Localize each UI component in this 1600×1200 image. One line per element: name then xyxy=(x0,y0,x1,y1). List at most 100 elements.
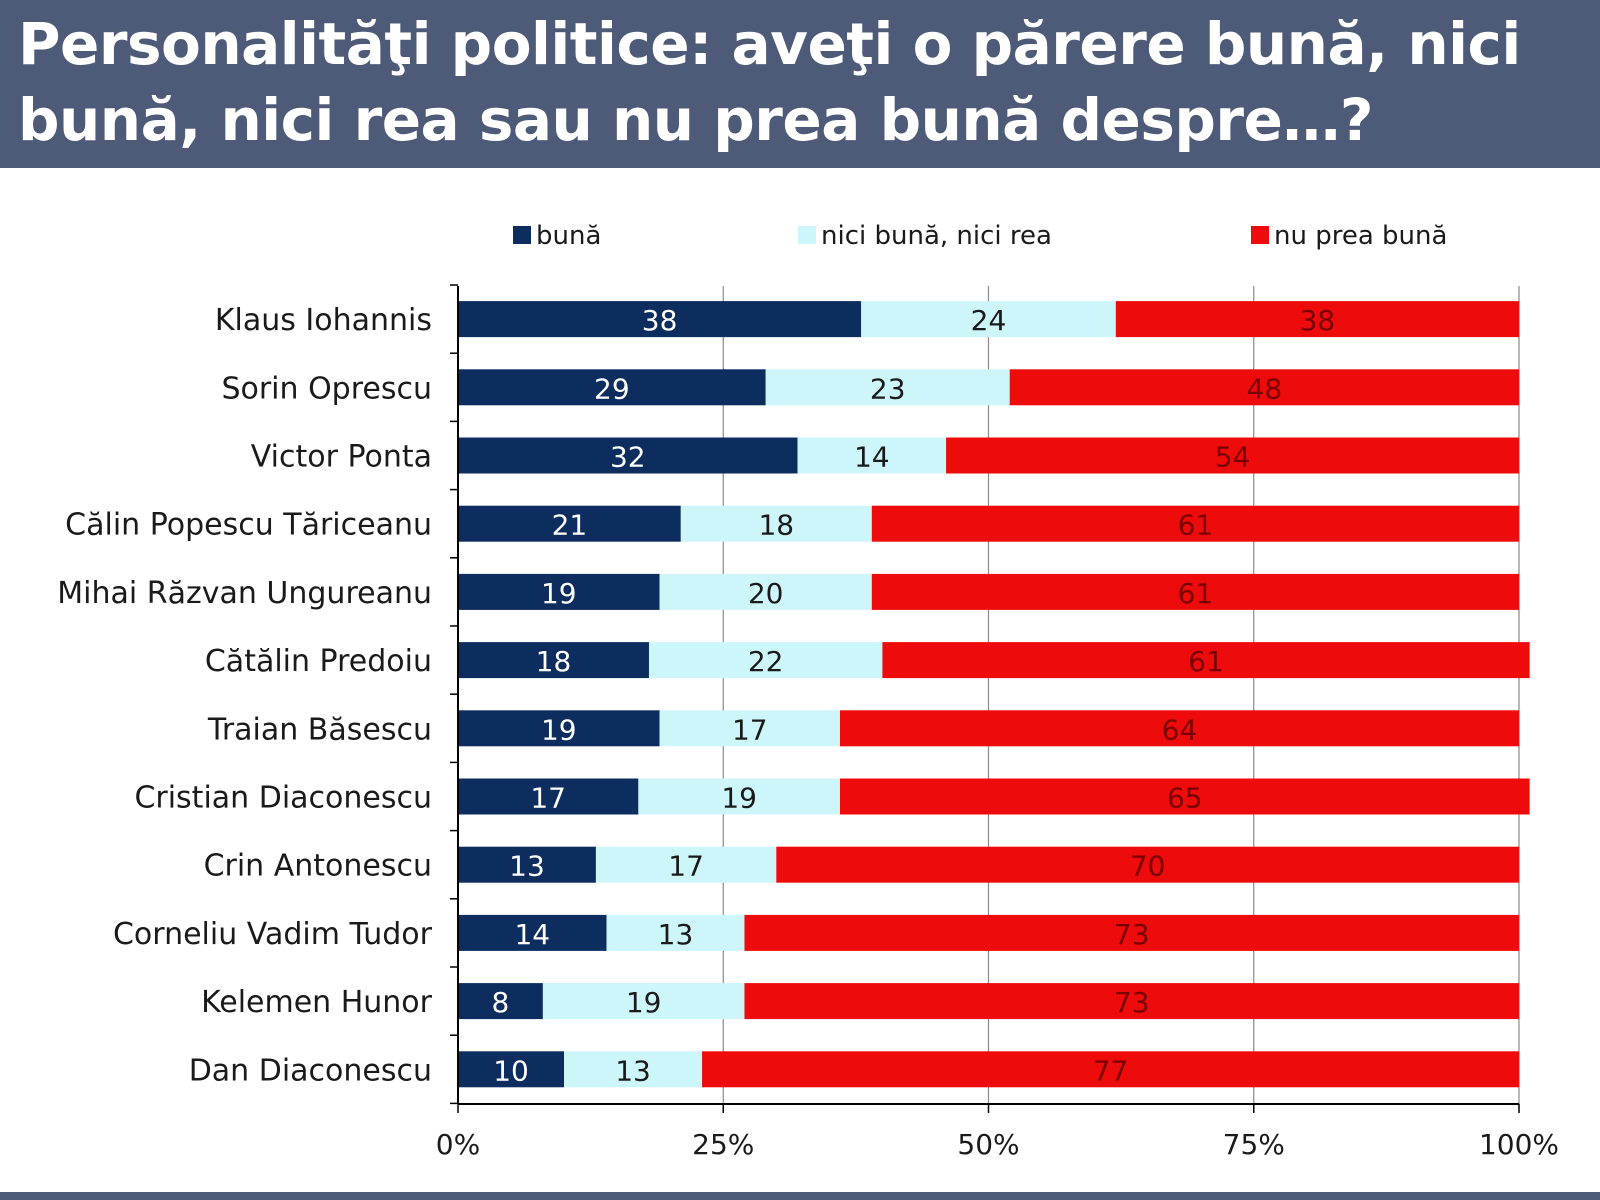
category-label: Corneliu Vadim Tudor xyxy=(113,917,433,952)
x-tick-label: 75% xyxy=(1223,1128,1285,1161)
bar-segment xyxy=(458,301,862,338)
bar-segment xyxy=(542,983,745,1020)
bar-segment xyxy=(458,778,639,815)
data-label: 20 xyxy=(748,577,784,610)
data-label: 23 xyxy=(870,372,906,405)
category-label: Kelemen Hunor xyxy=(201,985,433,1020)
bar-segment xyxy=(776,846,1519,883)
bar-segment xyxy=(765,369,1010,406)
bar-segment xyxy=(659,573,872,610)
data-label: 10 xyxy=(493,1054,529,1087)
bar-segment xyxy=(839,710,1519,747)
bar-segment xyxy=(648,642,883,679)
data-label: 13 xyxy=(509,850,545,883)
data-label: 19 xyxy=(626,986,662,1019)
category-label: Crin Antonescu xyxy=(204,849,432,884)
bar-segment xyxy=(871,505,1519,542)
category-label: Klaus Iohannis xyxy=(215,303,432,338)
data-label: 54 xyxy=(1215,441,1251,474)
category-label: Cătălin Predoiu xyxy=(205,644,432,679)
data-label: 21 xyxy=(552,509,588,542)
category-label: Mihai Răzvan Ungureanu xyxy=(57,576,432,611)
data-label: 8 xyxy=(492,986,510,1019)
legend-label: nici bună, nici rea xyxy=(821,221,1052,251)
data-label: 14 xyxy=(854,441,890,474)
data-label: 61 xyxy=(1178,577,1214,610)
data-label: 19 xyxy=(541,713,577,746)
data-label: 61 xyxy=(1178,509,1214,542)
legend-swatch xyxy=(513,226,531,244)
bars: 38 24 38 29 23 48 32 14 54 21 18 61 19 20 61 18 22 61 19 17… xyxy=(458,301,1530,1088)
data-label: 22 xyxy=(748,645,784,678)
data-label: 19 xyxy=(721,782,757,815)
bar-segment xyxy=(861,301,1116,338)
data-label: 70 xyxy=(1130,850,1166,883)
bar-segment xyxy=(744,914,1519,951)
data-label: 13 xyxy=(658,918,694,951)
bar-segment xyxy=(797,437,947,474)
data-label: 32 xyxy=(610,441,646,474)
data-label: 17 xyxy=(668,850,704,883)
x-tick-label: 25% xyxy=(692,1128,754,1161)
data-label: 17 xyxy=(530,782,566,815)
data-label: 73 xyxy=(1114,986,1150,1019)
legend-swatch xyxy=(798,226,816,244)
data-label: 18 xyxy=(536,645,572,678)
chart-title: Personalităţi politice: aveţi o părere b… xyxy=(18,10,1521,154)
category-label: Dan Diaconescu xyxy=(189,1053,432,1088)
bar-segment xyxy=(458,369,766,406)
data-label: 13 xyxy=(615,1054,651,1087)
bar-segment xyxy=(882,642,1530,679)
data-label: 18 xyxy=(758,509,794,542)
legend-label: nu prea bună xyxy=(1274,221,1447,251)
data-label: 14 xyxy=(514,918,550,951)
bar-segment xyxy=(564,1051,703,1088)
bar-segment xyxy=(458,914,607,951)
bar-segment xyxy=(839,778,1530,815)
x-tick-label: 0% xyxy=(436,1128,480,1161)
category-label: Victor Ponta xyxy=(251,440,432,475)
data-label: 38 xyxy=(1300,304,1336,337)
data-label: 48 xyxy=(1247,372,1283,405)
data-label: 24 xyxy=(971,304,1007,337)
legend-swatch xyxy=(1251,226,1269,244)
data-label: 73 xyxy=(1114,918,1150,951)
bar-segment xyxy=(458,710,660,747)
bar-segment xyxy=(638,778,840,815)
data-label: 38 xyxy=(642,304,678,337)
bar-segment xyxy=(458,437,798,474)
data-label: 65 xyxy=(1167,782,1203,815)
bar-segment xyxy=(659,710,840,747)
bar-segment xyxy=(744,983,1519,1020)
category-label: Călin Popescu Tăriceanu xyxy=(65,508,432,543)
data-label: 17 xyxy=(732,713,768,746)
bar-segment xyxy=(1115,301,1519,338)
bar-segment xyxy=(595,846,777,883)
bar-segment xyxy=(680,505,872,542)
bar-segment xyxy=(458,1051,565,1088)
legend: bună nici bună, nici rea nu prea bună xyxy=(513,221,1447,251)
data-label: 64 xyxy=(1162,713,1198,746)
bar-segment xyxy=(606,914,745,951)
axes: 0% 25% 50% 75% 100% Klaus Iohannis Sorin Opres… xyxy=(57,284,1559,1161)
bar-segment xyxy=(702,1051,1519,1088)
bar-segment xyxy=(458,642,649,679)
category-label: Cristian Diaconescu xyxy=(134,781,432,816)
data-label: 29 xyxy=(594,372,630,405)
data-label: 61 xyxy=(1188,645,1224,678)
bar-segment xyxy=(946,437,1519,474)
bar-segment xyxy=(458,983,543,1020)
legend-label: bună xyxy=(536,221,601,251)
bar-segment xyxy=(458,846,596,883)
x-tick-label: 50% xyxy=(957,1128,1019,1161)
bar-segment xyxy=(458,573,660,610)
footer-divider xyxy=(0,1192,1600,1200)
data-label: 19 xyxy=(541,577,577,610)
gridlines xyxy=(722,286,1520,1104)
category-label: Traian Băsescu xyxy=(207,712,432,747)
bar-segment xyxy=(1009,369,1519,406)
x-tick-label: 100% xyxy=(1479,1128,1559,1161)
bar-segment xyxy=(871,573,1519,610)
bar-segment xyxy=(458,505,681,542)
